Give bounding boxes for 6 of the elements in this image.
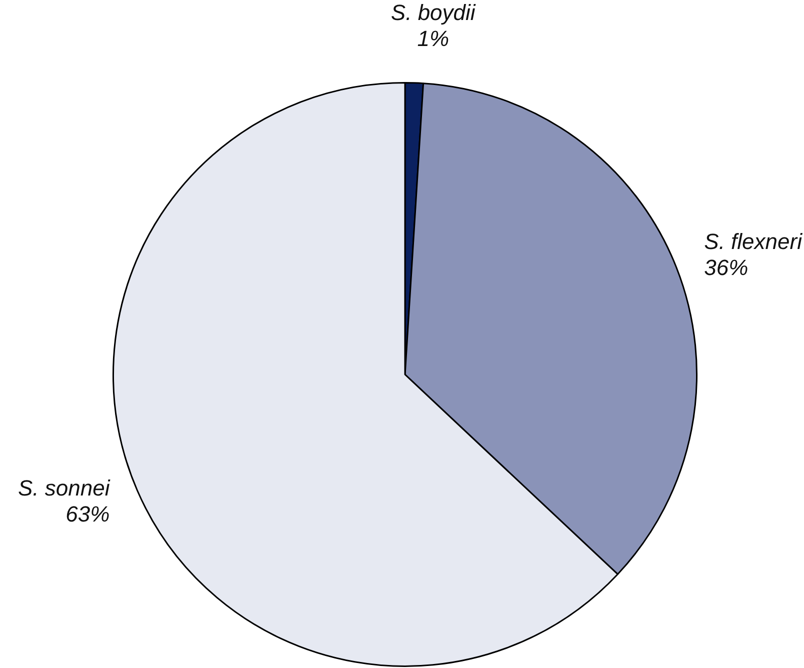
data-label: 1% <box>417 26 450 52</box>
slice-label: S. flexneri <box>704 229 804 254</box>
slice-label: S. sonnei <box>18 475 111 500</box>
slice-label: S. boydii <box>390 0 476 26</box>
data-label: 63% <box>66 501 110 526</box>
data-label: 36% <box>704 255 748 280</box>
